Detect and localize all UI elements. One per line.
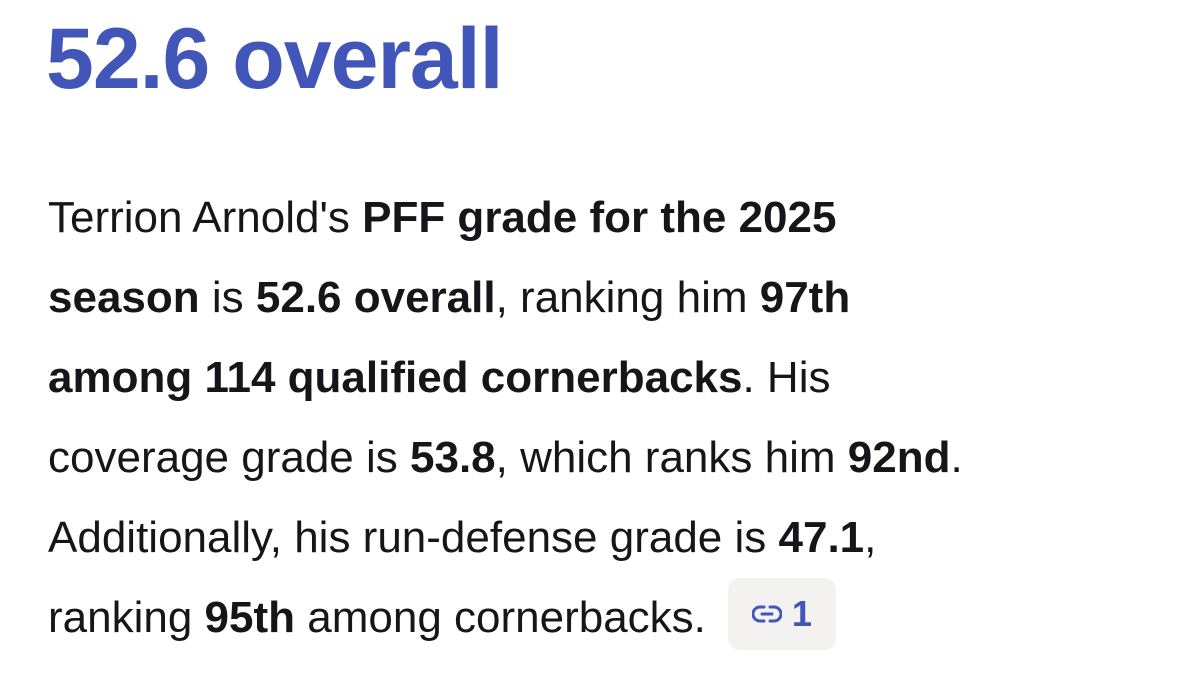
bold-text: 92nd (847, 433, 951, 482)
bold-text: among 114 qualified cornerbacks (48, 353, 743, 402)
text-line: among 114 qualified cornerbacks. His (48, 338, 963, 418)
text-line: Additionally, his run-defense grade is 4… (48, 498, 963, 578)
text: , which ranks him (495, 433, 848, 482)
text-line: coverage grade is 53.8, which ranks him … (48, 418, 963, 498)
bold-text: 97th (759, 273, 851, 322)
text: ranking (48, 593, 205, 642)
text: among cornerbacks. (295, 593, 706, 642)
bold-text: 52.6 overall (255, 273, 496, 322)
link-icon (751, 605, 782, 623)
text: Additionally, his run-defense grade is (48, 513, 779, 562)
bold-text: season (48, 273, 200, 322)
text-line: season is 52.6 overall, ranking him 97th (48, 258, 963, 338)
citation-count: 1 (791, 593, 812, 635)
text: Terrion Arnold's (48, 193, 363, 242)
bold-text: 95th (204, 593, 296, 642)
bold-text: 53.8 (410, 433, 496, 482)
text: coverage grade is (48, 433, 410, 482)
text: is (199, 273, 256, 322)
citation-chip[interactable]: 1 (727, 578, 836, 651)
text-line: ranking 95th among cornerbacks. 1 (48, 578, 963, 658)
text: . (950, 433, 963, 482)
heading: 52.6 overall (46, 11, 504, 107)
paragraph: Terrion Arnold's PFF grade for the 2025 s… (48, 178, 963, 658)
text: , ranking him (495, 273, 760, 322)
text-line: Terrion Arnold's PFF grade for the 2025 (48, 178, 963, 258)
bold-text: 47.1 (778, 513, 865, 562)
text: , (864, 513, 877, 562)
bold-text: PFF grade for the 2025 (362, 193, 837, 242)
text: . His (742, 353, 831, 402)
